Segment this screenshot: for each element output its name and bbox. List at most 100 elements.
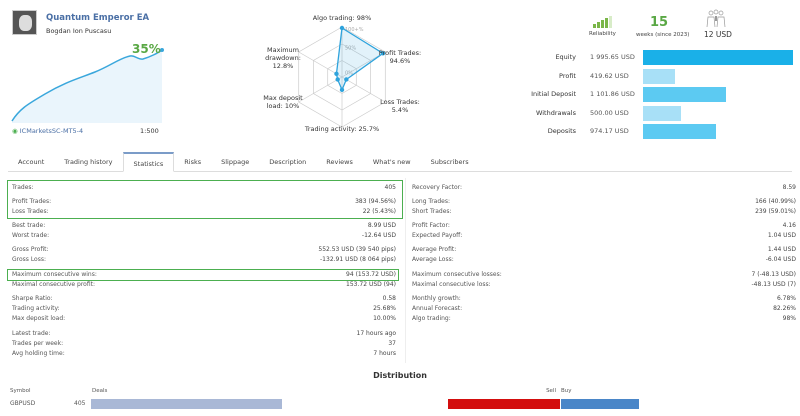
balance-bar — [643, 50, 793, 65]
stat-value: 405 — [384, 184, 396, 191]
stat-row: Trading activity: 25.68% — [12, 305, 396, 312]
stat-label: Loss Trades: — [12, 208, 49, 215]
tab-trading-history[interactable]: Trading history — [64, 158, 113, 166]
subscribers-icon — [706, 9, 726, 28]
stat-value: 1.04 USD — [767, 232, 796, 239]
stat-row: Sharpe Ratio: 0.58 — [12, 295, 396, 302]
stat-label: Trading activity: — [12, 305, 60, 312]
highlight-trades-box — [7, 180, 403, 219]
radar-point — [380, 51, 386, 56]
stat-value: 552.53 USD (39 540 pips) — [318, 246, 396, 253]
leverage: 1:500 — [140, 127, 159, 135]
stat-row: Expected Payoff: 1.04 USD — [412, 232, 796, 239]
signal-title[interactable]: Quantum Emperor EA — [46, 13, 150, 23]
radar-label: Profit Trades: 94.6% — [379, 49, 421, 65]
stat-row: Average Profit: 1.44 USD — [412, 246, 796, 253]
radar-point — [344, 77, 349, 82]
stat-value: 4.16 — [782, 222, 796, 229]
stat-label: Sharpe Ratio: — [12, 295, 53, 302]
tab-subscribers[interactable]: Subscribers — [430, 158, 469, 166]
stat-label: Expected Payoff: — [412, 232, 463, 239]
stat-value: 8.59 — [782, 184, 796, 191]
radar-tick: 50% — [345, 46, 356, 52]
deals-header: Deals — [92, 388, 108, 394]
stat-label: Monthly growth: — [412, 295, 461, 302]
tab-slippage[interactable]: Slippage — [221, 158, 250, 166]
radar-point — [335, 77, 340, 82]
stat-value: -132.91 USD (8 064 pips) — [320, 256, 396, 263]
broker-name: ICMarketsSC-MT5-4 — [19, 127, 84, 135]
shield-check-icon: ◉ — [12, 127, 18, 135]
stat-row: Max deposit load: 10.00% — [12, 315, 396, 322]
stat-label: Long Trades: — [412, 198, 451, 205]
stat-label: Latest trade: — [12, 330, 51, 337]
stat-value: -48.13 USD (7) — [751, 281, 796, 288]
stat-label: Worst trade: — [12, 232, 50, 239]
dist-buy-bar — [561, 399, 640, 409]
stat-label: Recovery Factor: — [412, 184, 463, 191]
stat-label: Short Trades: — [412, 208, 452, 215]
author-name[interactable]: Bogdan Ion Puscasu — [46, 27, 112, 35]
stat-row: Avg holding time: 7 hours — [12, 350, 396, 357]
stat-value: 17 hours ago — [356, 330, 396, 337]
stat-row: Trades per week: 37 — [12, 340, 396, 347]
broker-link[interactable]: ◉ ICMarketsSC-MT5-4 — [12, 127, 83, 135]
stat-label: Maximal consecutive profit: — [12, 281, 95, 288]
radar-label: Loss Trades: 5.4% — [380, 98, 420, 114]
balance-bar — [643, 124, 717, 139]
stat-label: Avg holding time: — [12, 350, 65, 357]
balance-value: 419.62 USD — [590, 71, 629, 80]
stat-value: -12.64 USD — [361, 232, 396, 239]
distribution-title: Distribution — [373, 371, 427, 380]
stat-row: Long Trades: 166 (40.99%) — [412, 198, 796, 205]
radar-label: Algo trading: 98% — [313, 14, 372, 22]
stat-label: Average Profit: — [412, 246, 457, 253]
dist-symbol: GBPUSD — [10, 400, 36, 407]
stat-value: 8.99 USD — [367, 222, 396, 229]
stat-row: Trades: 405 — [12, 184, 396, 191]
tab-risks[interactable]: Risks — [184, 158, 202, 166]
stat-row: Algo trading: 98% — [412, 315, 796, 322]
stat-value: 0.58 — [382, 295, 396, 302]
stat-row: Latest trade: 17 hours ago — [12, 330, 396, 337]
symbol-header: Symbol — [10, 388, 31, 394]
stat-label: Average Loss: — [412, 256, 454, 263]
tab-reviews[interactable]: Reviews — [326, 158, 353, 166]
stat-value: 22 (5.43%) — [362, 208, 396, 215]
stat-label: Maximum consecutive losses: — [412, 271, 502, 278]
stat-label: Algo trading: — [412, 315, 451, 322]
stat-label: Gross Profit: — [12, 246, 49, 253]
dist-deals-bar — [91, 399, 282, 409]
stat-value: -6.04 USD — [765, 256, 796, 263]
balance-value: 500.00 USD — [590, 108, 629, 117]
weeks-count: 15 — [650, 15, 669, 30]
avatar[interactable] — [12, 10, 37, 35]
stat-value: 1.44 USD — [767, 246, 796, 253]
stat-label: Maximal consecutive loss: — [412, 281, 491, 288]
balance-bar — [643, 68, 675, 84]
buy-header: Buy — [561, 388, 572, 394]
stat-value: 82.26% — [773, 305, 796, 312]
stat-row: Maximal consecutive profit: 153.72 USD (9… — [12, 281, 396, 288]
stat-label: Maximum consecutive wins: — [12, 271, 97, 278]
stat-row: Profit Factor: 4.16 — [412, 222, 796, 229]
tab-statistics[interactable]: Statistics — [122, 152, 175, 172]
highlight-consecutive-wins-box — [7, 269, 399, 281]
balance-value: 974.17 USD — [590, 127, 629, 135]
stat-value: 37 — [388, 340, 396, 347]
stat-label: Max deposit load: — [12, 315, 66, 322]
radar-label: Maximum drawdown: 12.8% — [265, 46, 301, 70]
tab-description[interactable]: Description — [269, 158, 307, 166]
tab-what-s-new[interactable]: What's new — [372, 158, 411, 166]
radar-tick: 0% — [345, 71, 353, 77]
radar-label: Max deposit load: 10% — [263, 94, 303, 110]
stat-value: 6.78% — [776, 295, 796, 302]
stat-label: Trades: — [12, 184, 34, 191]
tab-account[interactable]: Account — [18, 158, 45, 166]
balance-label: Equity — [555, 53, 576, 61]
balance-label: Initial Deposit — [531, 90, 576, 98]
stat-row: Monthly growth: 6.78% — [412, 295, 796, 302]
growth-value: 35% — [132, 42, 161, 56]
column-divider — [405, 178, 406, 363]
radar-axis — [341, 76, 386, 103]
